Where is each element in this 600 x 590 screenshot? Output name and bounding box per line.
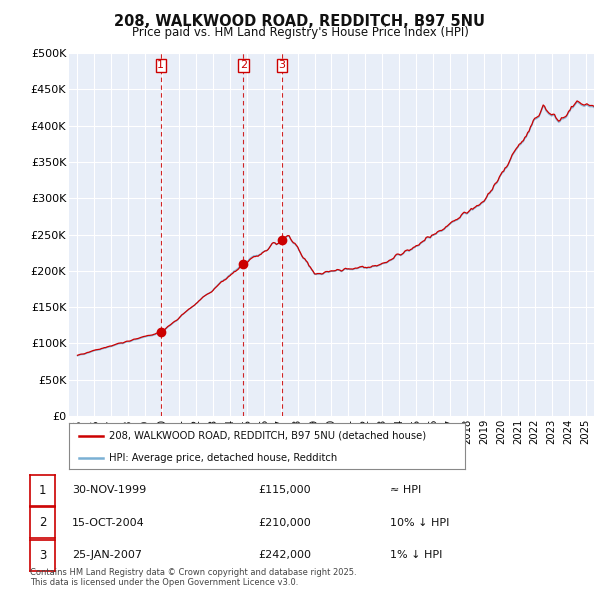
Text: 30-NOV-1999: 30-NOV-1999	[72, 486, 146, 495]
Text: 2: 2	[240, 60, 247, 70]
Text: 208, WALKWOOD ROAD, REDDITCH, B97 5NU (detached house): 208, WALKWOOD ROAD, REDDITCH, B97 5NU (d…	[109, 431, 426, 441]
Text: HPI: Average price, detached house, Redditch: HPI: Average price, detached house, Redd…	[109, 453, 337, 463]
Text: ≈ HPI: ≈ HPI	[390, 486, 421, 495]
Text: Contains HM Land Registry data © Crown copyright and database right 2025.
This d: Contains HM Land Registry data © Crown c…	[30, 568, 356, 587]
Text: 25-JAN-2007: 25-JAN-2007	[72, 550, 142, 560]
Text: 15-OCT-2004: 15-OCT-2004	[72, 518, 145, 527]
Text: 3: 3	[278, 60, 286, 70]
Text: £242,000: £242,000	[258, 550, 311, 560]
Text: £210,000: £210,000	[258, 518, 311, 527]
Text: 1: 1	[39, 484, 46, 497]
Text: 10% ↓ HPI: 10% ↓ HPI	[390, 518, 449, 527]
Text: 3: 3	[39, 549, 46, 562]
Text: 1% ↓ HPI: 1% ↓ HPI	[390, 550, 442, 560]
Text: £115,000: £115,000	[258, 486, 311, 495]
Text: 208, WALKWOOD ROAD, REDDITCH, B97 5NU: 208, WALKWOOD ROAD, REDDITCH, B97 5NU	[115, 14, 485, 30]
Text: 2: 2	[39, 516, 46, 529]
Text: Price paid vs. HM Land Registry's House Price Index (HPI): Price paid vs. HM Land Registry's House …	[131, 26, 469, 39]
Text: 1: 1	[157, 60, 164, 70]
